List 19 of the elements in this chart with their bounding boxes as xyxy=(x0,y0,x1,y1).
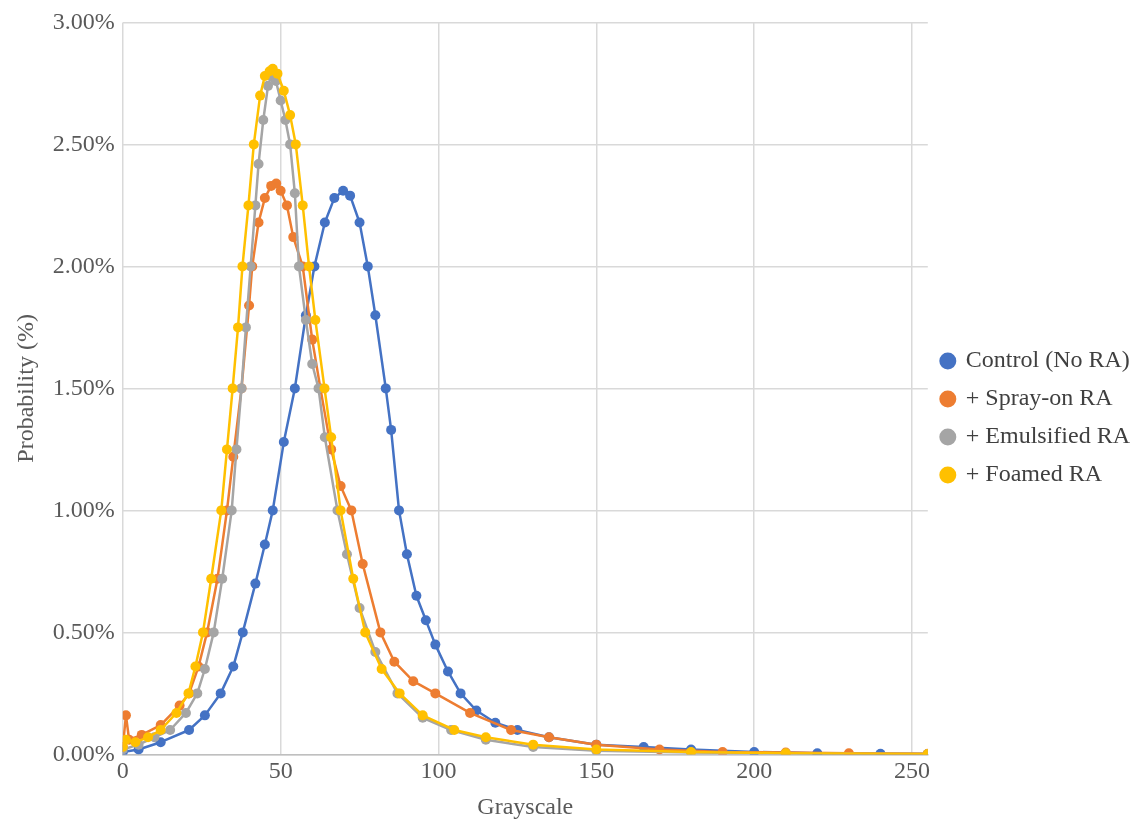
y-tick-label: 3.00% xyxy=(52,7,115,34)
y-tick-label: 1.50% xyxy=(52,373,115,400)
y-tick-label: 0.50% xyxy=(52,617,115,644)
legend-label: Control (No RA) xyxy=(965,346,1130,373)
legend-label: + Foamed RA xyxy=(965,460,1103,487)
y-axis-title: Probability (%) xyxy=(11,314,38,463)
x-tick-label: 150 xyxy=(578,757,615,784)
y-tick-label: 0.00% xyxy=(52,739,115,766)
y-tick-label: 1.00% xyxy=(52,495,115,522)
legend-label: + Spray-on RA xyxy=(965,384,1114,411)
y-tick-label: 2.50% xyxy=(52,129,115,156)
x-tick-label: 200 xyxy=(736,757,773,784)
y-tick-label: 2.00% xyxy=(52,251,115,278)
x-tick-label: 100 xyxy=(420,757,457,784)
x-tick-label: 0 xyxy=(116,757,129,784)
x-tick-label: 50 xyxy=(268,757,293,784)
x-axis-title: Grayscale xyxy=(477,792,574,819)
x-tick-label: 250 xyxy=(894,757,931,784)
legend-label: + Emulsified RA xyxy=(965,422,1131,449)
